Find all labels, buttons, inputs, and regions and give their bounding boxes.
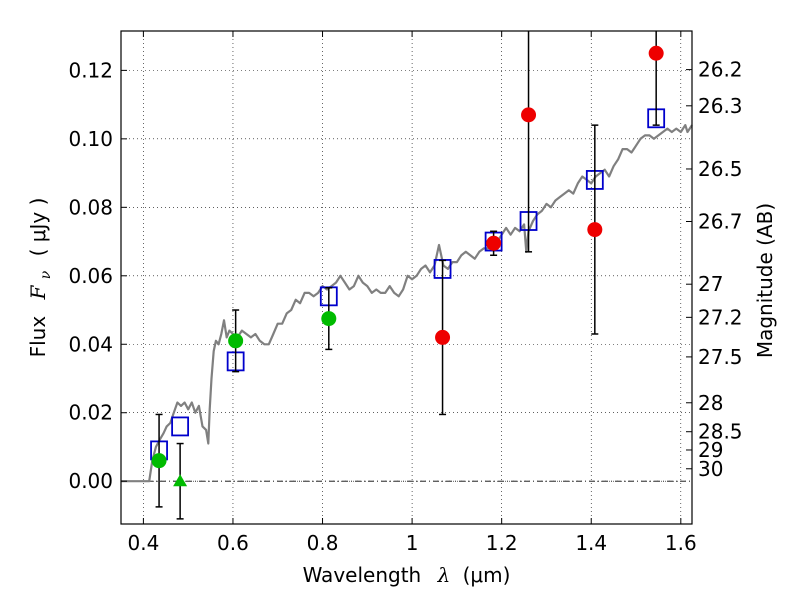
mag-tick-label: 26.7 [698, 209, 743, 233]
mag-tick-label: 26.2 [698, 58, 743, 82]
ground-based-photometry-marker [151, 453, 167, 469]
x-tick-label: 1 [406, 531, 419, 555]
mag-tick-label: 27 [698, 272, 723, 296]
ground-based-upper-limit-marker [173, 474, 188, 487]
y-tick-label: 0.08 [68, 195, 113, 219]
y-tick-label: 0.04 [68, 332, 113, 356]
plot-frame [120, 30, 693, 525]
nir-photometry-marker [435, 329, 451, 345]
x-tick-label: 0.4 [127, 531, 159, 555]
mag-tick-label: 27.2 [698, 305, 743, 329]
nir-photometry-marker [521, 107, 537, 123]
nir-photometry-marker [486, 235, 502, 251]
x-tick-label: 1.6 [665, 531, 697, 555]
x-axis-label-lambda: λ [437, 563, 451, 587]
y-axis-label-prefix: Flux [26, 316, 50, 358]
y-axis-label: Flux F ν ( μJy ) [26, 198, 55, 358]
y-tick-label: 0.06 [68, 264, 113, 288]
y-tick-label: 0.12 [68, 58, 113, 82]
x-tick-label: 1.2 [486, 531, 518, 555]
x-tick-label: 0.8 [307, 531, 339, 555]
y-tick-label: 0.02 [68, 401, 113, 425]
ticks: 0.4 0.6 0.8 1 1.2 1.4 1.6 0.00 0.02 0.04 0.06 0.08 0… [68, 31, 743, 555]
mag-tick-label: 26.3 [698, 94, 743, 118]
y-tick-label: 0.00 [68, 469, 113, 493]
series-layer [121, 31, 693, 520]
mag-tick-label: 27.5 [698, 345, 743, 369]
nir-photometry-marker [587, 222, 603, 238]
y-tick-label: 0.10 [68, 127, 113, 151]
ground-based-photometry-marker [321, 311, 337, 327]
mag-tick-label: 26.5 [698, 157, 743, 181]
mag-tick-label: 28 [698, 391, 723, 415]
x-axis-label-prefix: Wavelength [303, 563, 422, 587]
mag-tick-label: 30 [698, 457, 723, 481]
y-axis-label-symbol: F [26, 284, 50, 300]
y-axis-label-unit: ( μJy ) [26, 198, 50, 257]
x-axis-label: Wavelength λ (μm) [303, 563, 511, 587]
x-axis-label-unit: (μm) [463, 563, 511, 587]
y2-axis-label: Magnitude (AB) [753, 203, 777, 358]
ground-based-photometry-marker [228, 333, 244, 349]
x-tick-label: 1.4 [575, 531, 607, 555]
x-tick-label: 0.6 [217, 531, 249, 555]
mag-tick-label: 29 [698, 438, 723, 462]
model-sed-line [121, 124, 693, 483]
nir-photometry-marker [648, 45, 664, 61]
model-photometry-marker [171, 416, 190, 437]
mag-tick-label: 28.5 [698, 420, 743, 444]
y-axis-label-subscript: ν [38, 270, 54, 279]
